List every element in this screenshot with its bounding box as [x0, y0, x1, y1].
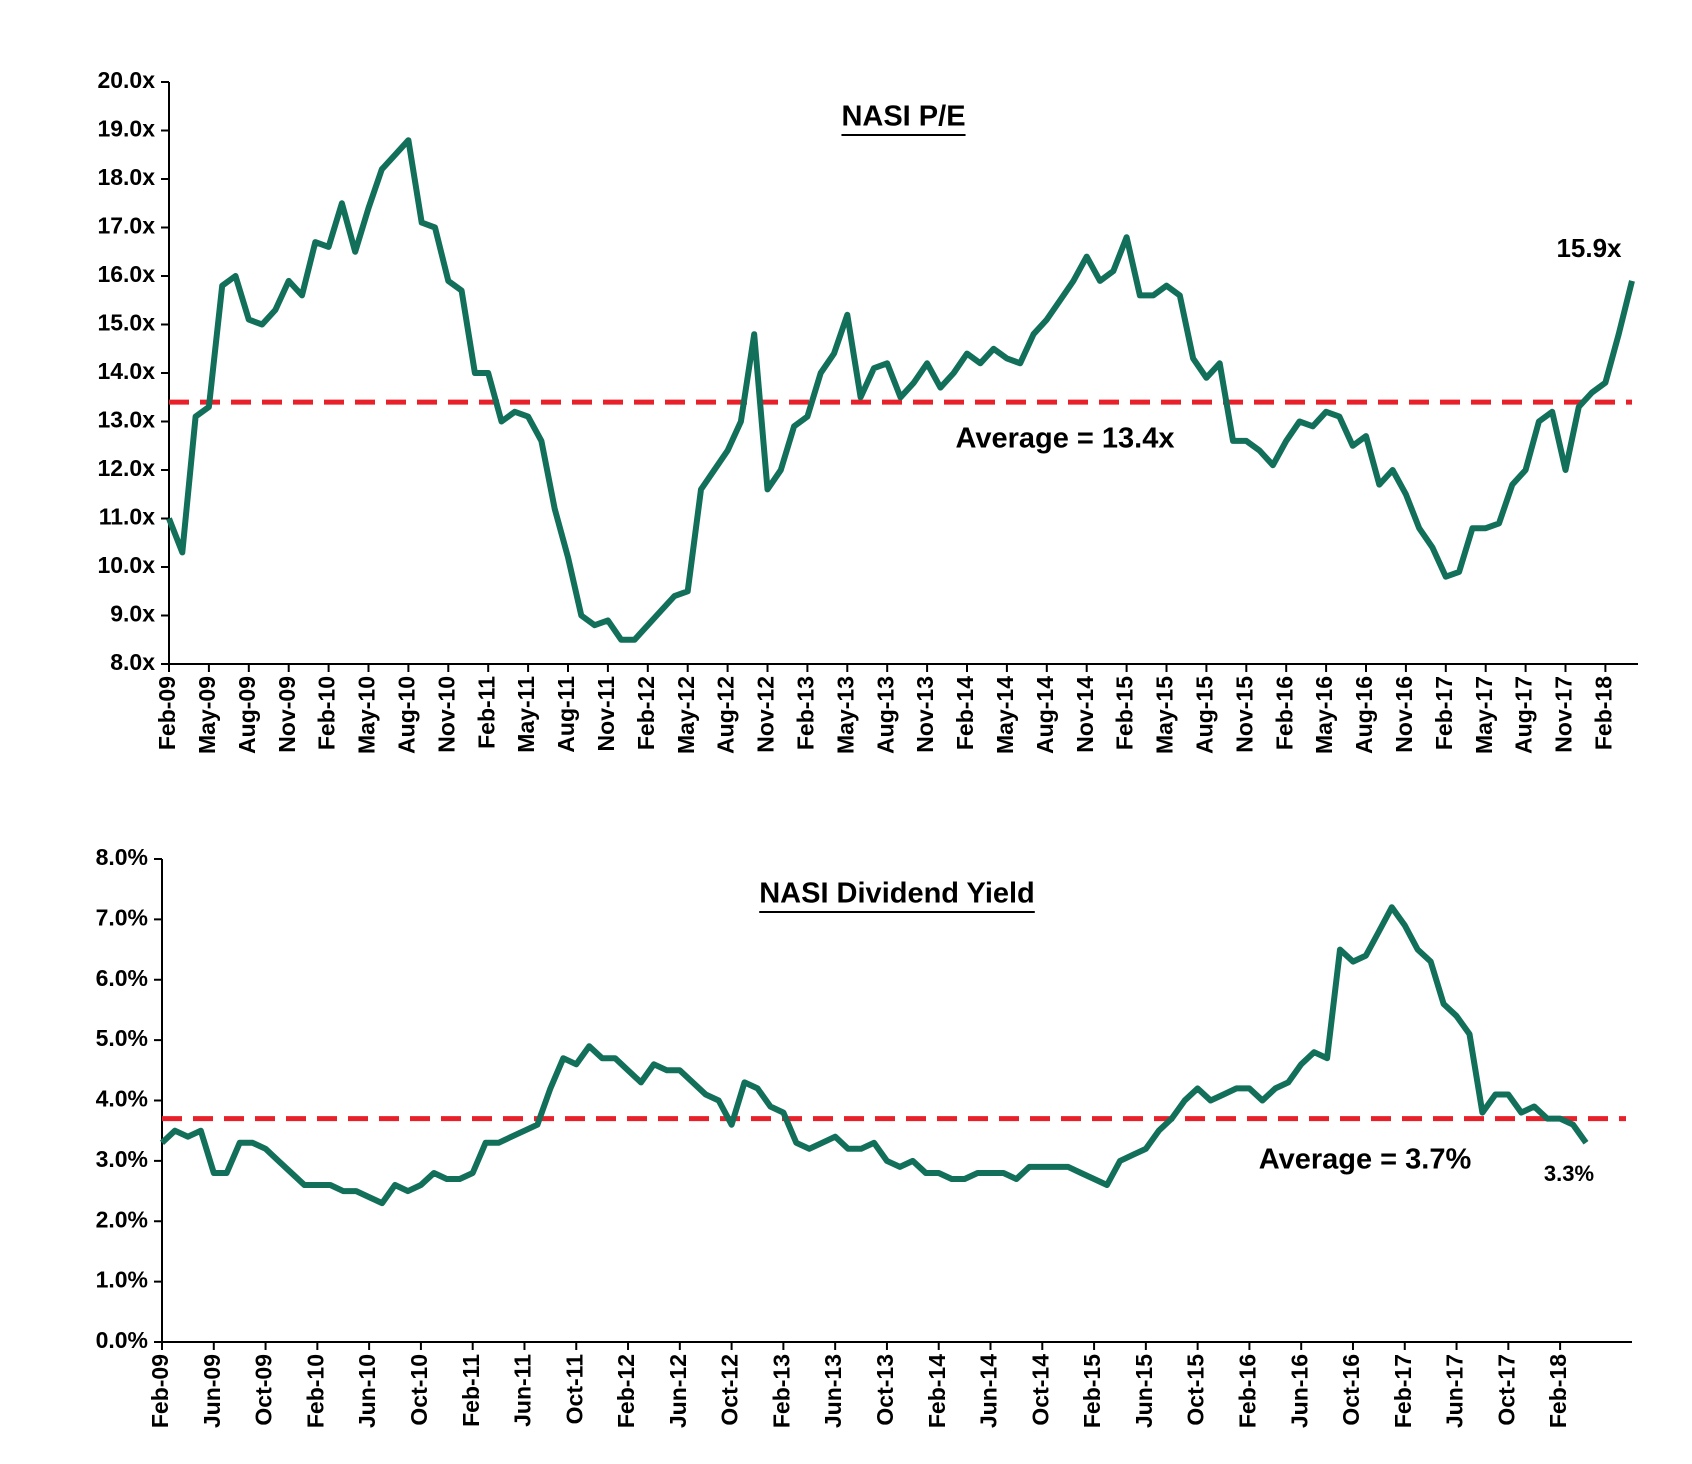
x-tick-label: Nov-12	[753, 676, 779, 753]
average-label: Average = 13.4x	[955, 423, 1174, 455]
y-tick-label: 5.0%	[96, 1025, 148, 1051]
y-tick-label: 6.0%	[96, 965, 148, 991]
x-tick-label: Aug-14	[1032, 676, 1058, 754]
x-tick-label: Oct-10	[406, 1354, 432, 1426]
x-tick-label: Aug-17	[1511, 676, 1537, 754]
y-tick-label: 17.0x	[97, 213, 155, 239]
x-tick-label: Nov-16	[1391, 676, 1417, 753]
end-label: 15.9x	[1556, 233, 1622, 263]
x-tick-label: Jun-16	[1286, 1354, 1312, 1428]
x-tick-label: May-15	[1152, 676, 1178, 754]
x-tick-label: Aug-16	[1351, 676, 1377, 754]
x-tick-label: Oct-13	[872, 1354, 898, 1426]
x-tick-label: Feb-18	[1590, 676, 1616, 750]
y-tick-label: 20.0x	[97, 67, 155, 93]
x-tick-label: Oct-11	[561, 1354, 587, 1425]
x-tick-label: Feb-15	[1079, 1354, 1105, 1428]
average-label: Average = 3.7%	[1259, 1144, 1472, 1176]
y-tick-label: 14.0x	[97, 358, 155, 384]
x-tick-label: Aug-13	[872, 676, 898, 754]
x-tick-label: Aug-10	[393, 676, 419, 754]
y-tick-label: 13.0x	[97, 407, 155, 433]
x-tick-label: Jun-11	[510, 1354, 536, 1427]
x-tick-label: Aug-12	[713, 676, 739, 754]
x-tick-label: Oct-09	[251, 1354, 277, 1426]
y-tick-label: 15.0x	[97, 310, 155, 336]
x-tick-label: Aug-11	[553, 676, 579, 753]
x-tick-label: Aug-09	[234, 676, 260, 754]
x-tick-label: May-09	[194, 676, 220, 754]
y-tick-label: 0.0%	[96, 1327, 148, 1353]
x-tick-label: Jun-12	[665, 1354, 691, 1428]
x-tick-label: Feb-11	[473, 676, 499, 749]
x-tick-label: Feb-09	[147, 1354, 173, 1428]
x-tick-label: Nov-13	[912, 676, 938, 753]
y-tick-label: 9.0x	[110, 601, 155, 627]
x-tick-label: Jun-10	[354, 1354, 380, 1428]
y-tick-label: 12.0x	[97, 455, 155, 481]
x-tick-label: Feb-18	[1545, 1354, 1571, 1428]
data-line	[159, 904, 1589, 1207]
data-line	[166, 137, 1635, 643]
x-tick-label: Jun-17	[1442, 1354, 1468, 1428]
x-tick-label: Feb-13	[768, 1354, 794, 1428]
x-tick-label: Feb-13	[792, 676, 818, 750]
y-tick-label: 18.0x	[97, 164, 155, 190]
end-label: 3.3%	[1544, 1161, 1594, 1186]
y-tick-label: 8.0%	[96, 844, 148, 870]
chart-title: NASI P/E	[841, 101, 965, 133]
x-tick-label: Feb-14	[924, 1354, 950, 1428]
x-tick-label: May-12	[673, 676, 699, 754]
x-tick-label: Nov-09	[274, 676, 300, 753]
x-tick-label: May-11	[513, 676, 539, 753]
x-tick-label: Jun-13	[820, 1354, 846, 1428]
y-tick-label: 2.0%	[96, 1206, 148, 1232]
x-tick-label: Feb-17	[1431, 676, 1457, 750]
x-tick-label: Oct-14	[1027, 1354, 1053, 1426]
x-tick-label: Feb-15	[1112, 676, 1138, 750]
x-tick-label: Feb-16	[1271, 676, 1297, 750]
x-tick-label: Feb-16	[1234, 1354, 1260, 1428]
x-tick-label: Feb-17	[1390, 1354, 1416, 1428]
chart-title: NASI Dividend Yield	[759, 878, 1035, 910]
x-tick-label: Nov-17	[1551, 676, 1577, 753]
x-tick-label: Oct-16	[1338, 1354, 1364, 1426]
x-tick-label: Nov-15	[1231, 676, 1257, 753]
y-tick-label: 19.0x	[97, 116, 155, 142]
y-tick-label: 7.0%	[96, 904, 148, 930]
x-tick-label: Jun-14	[976, 1354, 1002, 1428]
x-tick-label: Feb-10	[314, 676, 340, 750]
x-tick-label: Nov-10	[433, 676, 459, 753]
x-tick-label: Feb-14	[952, 676, 978, 750]
x-tick-label: May-13	[832, 676, 858, 754]
y-tick-label: 16.0x	[97, 261, 155, 287]
x-tick-label: May-17	[1471, 676, 1497, 754]
y-tick-label: 8.0x	[110, 649, 155, 675]
y-tick-label: 4.0%	[96, 1086, 148, 1112]
x-tick-label: Oct-17	[1493, 1354, 1519, 1426]
x-tick-label: Aug-15	[1191, 676, 1217, 754]
x-tick-label: Feb-10	[302, 1354, 328, 1428]
x-tick-label: Jun-09	[199, 1354, 225, 1428]
x-tick-label: Oct-15	[1183, 1354, 1209, 1426]
x-tick-label: Nov-11	[593, 676, 619, 752]
x-tick-label: Oct-12	[717, 1354, 743, 1426]
y-tick-label: 1.0%	[96, 1267, 148, 1293]
x-tick-label: Feb-11	[458, 1354, 484, 1427]
x-tick-label: May-10	[354, 676, 380, 754]
x-tick-label: Nov-14	[1072, 676, 1098, 753]
y-tick-label: 11.0x	[99, 504, 155, 530]
x-tick-label: May-14	[992, 676, 1018, 754]
x-tick-label: May-16	[1311, 676, 1337, 754]
x-tick-label: Jun-15	[1131, 1354, 1157, 1428]
y-tick-label: 10.0x	[97, 552, 155, 578]
y-tick-label: 3.0%	[96, 1146, 148, 1172]
x-tick-label: Feb-09	[154, 676, 180, 750]
x-tick-label: Feb-12	[613, 1354, 639, 1428]
x-tick-label: Feb-12	[633, 676, 659, 750]
